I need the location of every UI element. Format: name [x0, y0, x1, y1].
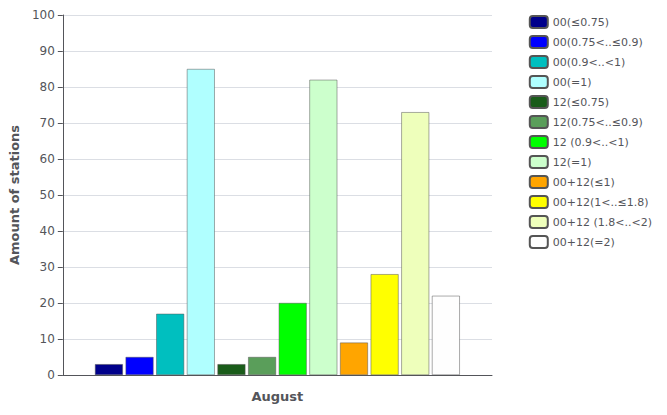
- svg-text:12(=1): 12(=1): [553, 156, 592, 169]
- svg-text:00(0.9<..<1): 00(0.9<..<1): [553, 56, 626, 69]
- svg-text:00+12(≤1): 00+12(≤1): [553, 176, 615, 189]
- svg-text:0: 0: [47, 368, 55, 382]
- svg-text:00(=1): 00(=1): [553, 76, 592, 89]
- svg-text:00(≤0.75): 00(≤0.75): [553, 16, 609, 29]
- svg-text:80: 80: [40, 80, 55, 94]
- svg-text:00(0.75<..≤0.9): 00(0.75<..≤0.9): [553, 36, 643, 49]
- svg-text:00+12 (1.8<..<2): 00+12 (1.8<..<2): [553, 216, 652, 229]
- svg-text:12(≤0.75): 12(≤0.75): [553, 96, 609, 109]
- svg-text:50: 50: [40, 188, 55, 202]
- svg-text:40: 40: [40, 224, 55, 238]
- svg-text:60: 60: [40, 152, 55, 166]
- svg-text:Amount of stations: Amount of stations: [7, 125, 22, 265]
- svg-text:10: 10: [40, 332, 55, 346]
- svg-text:100: 100: [32, 8, 55, 22]
- svg-text:30: 30: [40, 260, 55, 274]
- svg-text:00+12(1<..≤1.8): 00+12(1<..≤1.8): [553, 196, 649, 209]
- svg-text:12(0.75<..≤0.9): 12(0.75<..≤0.9): [553, 116, 643, 129]
- svg-text:August: August: [251, 389, 303, 404]
- svg-text:12 (0.9<..<1): 12 (0.9<..<1): [553, 136, 629, 149]
- svg-text:00+12(=2): 00+12(=2): [553, 236, 615, 249]
- svg-text:20: 20: [40, 296, 55, 310]
- svg-text:70: 70: [40, 116, 55, 130]
- svg-text:90: 90: [40, 44, 55, 58]
